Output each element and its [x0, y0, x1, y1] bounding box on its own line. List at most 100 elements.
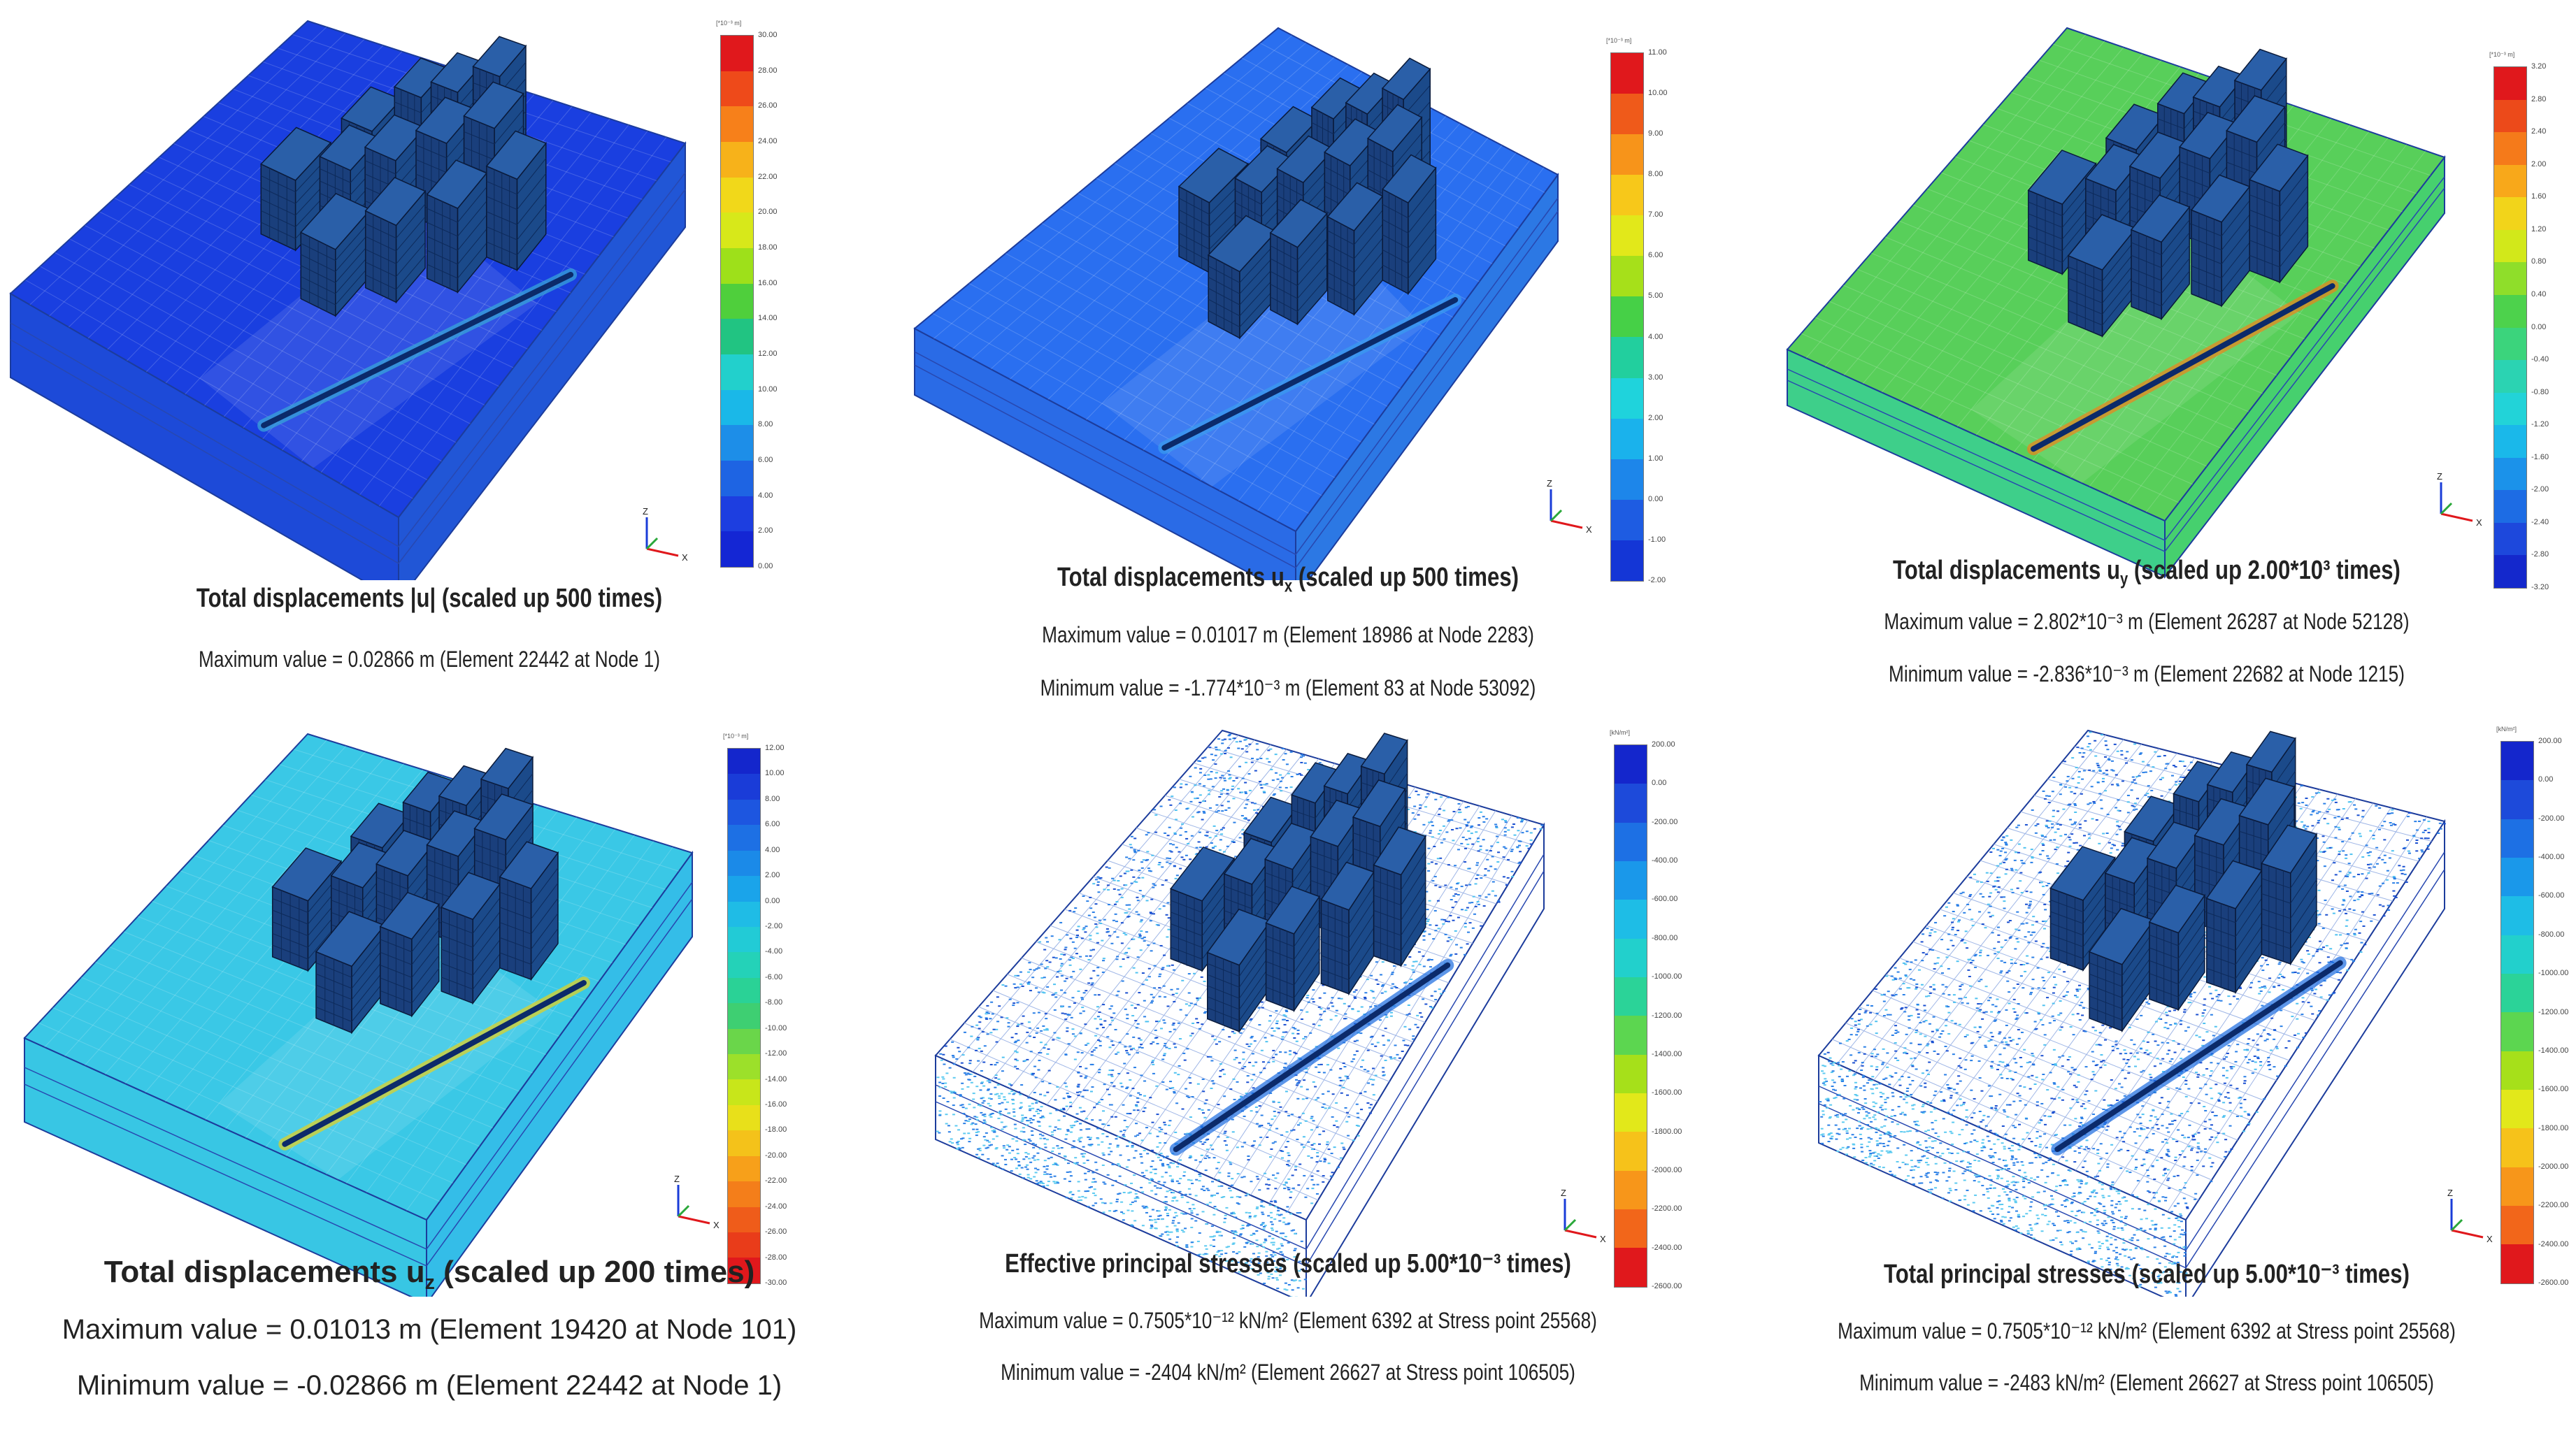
legend-tick-label: -8.00 — [765, 998, 783, 1007]
legend-tick-label: 4.00 — [758, 491, 773, 500]
legend-swatch — [1611, 53, 1643, 94]
legend-swatch — [1611, 337, 1643, 378]
legend-tick-label: -10.00 — [765, 1023, 787, 1032]
legend-tick-label: -0.40 — [2531, 355, 2549, 364]
legend-swatch — [721, 36, 753, 71]
title-text: Total displacements u — [103, 1255, 425, 1289]
axis-z-label: Z — [2437, 471, 2442, 482]
legend-swatch — [2494, 327, 2526, 361]
legend-swatch — [2501, 1128, 2533, 1167]
legend-tick-label: 30.00 — [758, 31, 778, 39]
legend-swatch — [721, 141, 753, 178]
legend-tick-label: -200.00 — [1652, 817, 1678, 826]
max-value-text: Maximum value = 0.02866 m (Element 22442… — [199, 647, 660, 672]
legend-swatch — [1615, 977, 1647, 1016]
legend-tick-label: -2400.00 — [2538, 1239, 2569, 1248]
legend-swatch — [1615, 1054, 1647, 1094]
legend-swatch — [721, 425, 753, 461]
legend-tick-label: -600.00 — [1652, 895, 1678, 904]
building-block-12 — [499, 841, 559, 981]
panel-total-displacements-uz: [*10⁻³ m] 12.00 10.00 8.00 6.00 4.00 2.00 0.00 -… — [0, 716, 859, 1433]
legend-swatch — [2494, 67, 2526, 100]
legend-swatch — [728, 952, 760, 978]
panel-title: Total displacements uy (scaled up 2.00*1… — [1795, 556, 2499, 590]
legend-tick-label: 22.00 — [758, 172, 778, 181]
legend-unit: [*10⁻³ m] — [2489, 51, 2515, 58]
legend-color-bar — [1610, 52, 1644, 582]
title-text: Total displacements u — [1893, 556, 2120, 585]
building-block-11 — [2205, 860, 2263, 995]
legend-tick-label: -2.00 — [1648, 576, 1666, 584]
building-block-10 — [2148, 884, 2206, 1011]
legend-tick-label: 10.00 — [765, 769, 785, 778]
legend-tick-label: 2.00 — [2531, 159, 2547, 168]
legend-swatch — [721, 71, 753, 107]
legend-swatch — [2501, 1206, 2533, 1245]
axis-triad-icon: ZX — [674, 1174, 720, 1230]
tunnel — [282, 980, 587, 1147]
legend-tick-label: -2600.00 — [2538, 1279, 2569, 1287]
legend-swatch — [2494, 294, 2526, 328]
legend-tick-label: 0.00 — [765, 896, 780, 905]
legend-swatch — [1611, 134, 1643, 175]
legend-swatch — [728, 850, 760, 877]
legend-unit: [*10⁻³ m] — [716, 20, 742, 27]
legend-swatch — [2494, 197, 2526, 230]
legend-swatch — [728, 1155, 760, 1182]
legend-tick-label: -0.80 — [2531, 387, 2549, 396]
axis-triad-icon: ZX — [2437, 471, 2482, 528]
legend-tick-label: -4.00 — [765, 947, 783, 956]
panel-total-displacements-uy: [*10⁻³ m] 3.20 2.80 2.40 2.00 1.60 1.20 0.80 0.4… — [1717, 0, 2576, 716]
legend-swatch — [1615, 1132, 1647, 1171]
legend-tick-label: -2400.00 — [1652, 1243, 1682, 1252]
legend-tick-label: 10.00 — [1648, 89, 1668, 98]
legend-tick-label: 6.00 — [1648, 251, 1663, 260]
legend-swatch — [2494, 360, 2526, 393]
legend-tick-label: -400.00 — [1652, 856, 1678, 865]
legend-tick-label: 5.00 — [1648, 291, 1663, 301]
legend-swatch — [1611, 94, 1643, 135]
legend-unit: [kN/m²] — [1610, 729, 1630, 736]
legend-swatch — [1615, 938, 1647, 978]
legend-swatch — [1611, 459, 1643, 500]
legend-swatch — [728, 1079, 760, 1105]
building-block-10 — [1265, 886, 1321, 1013]
axis-triad-icon: ZX — [1561, 1188, 1606, 1244]
model-viewport — [1717, 0, 2576, 580]
legend-color-bar — [727, 748, 761, 1284]
legend-swatch — [1611, 215, 1643, 257]
legend-tick-label: 1.20 — [2531, 224, 2547, 233]
legend-swatch — [728, 1054, 760, 1080]
legend-swatch — [728, 774, 760, 800]
min-value-text: Minimum value = -1.774*10⁻³ m (Element 8… — [1040, 675, 1536, 700]
max-value-text: Maximum value = 0.01013 m (Element 19420… — [62, 1314, 797, 1345]
legend-tick-label: 0.80 — [2531, 257, 2547, 266]
legend-tick-label: -12.00 — [765, 1049, 787, 1058]
min-value-text: Minimum value = -2.836*10⁻³ m (Element 2… — [1888, 661, 2405, 686]
legend-tick-label: 7.00 — [1648, 210, 1663, 219]
legend-swatch — [2494, 392, 2526, 426]
model-viewport — [859, 0, 1717, 580]
building-block-12 — [1382, 154, 1437, 296]
title-subscript: z — [424, 1271, 435, 1294]
legend-tick-label: -2600.00 — [1652, 1282, 1682, 1290]
legend-swatch — [1611, 256, 1643, 297]
legend-tick-label: 12.00 — [765, 744, 785, 752]
axis-z-label: Z — [1547, 478, 1552, 489]
legend-swatch — [728, 825, 760, 851]
legend-tick-label: 26.00 — [758, 101, 778, 110]
legend-color-bar — [1614, 744, 1647, 1288]
building-block-12 — [1373, 826, 1426, 968]
legend-tick-label: -2.00 — [765, 922, 783, 930]
legend-tick-label: 1.60 — [2531, 192, 2547, 201]
legend-tick-label: -28.00 — [765, 1253, 787, 1262]
legend-tick-label: -22.00 — [765, 1176, 787, 1186]
legend-tick-label: 200.00 — [1652, 740, 1675, 749]
legend-tick-label: 14.00 — [758, 314, 778, 323]
panel-total-displacements-u: [*10⁻³ m] 30.00 28.00 26.00 24.00 22.00 20.00 1… — [0, 0, 859, 716]
legend-tick-label: -1600.00 — [2538, 1085, 2569, 1094]
legend-tick-label: -6.00 — [765, 972, 783, 981]
legend-tick-label: -1200.00 — [1652, 1011, 1682, 1020]
legend-tick-label: 2.00 — [1648, 413, 1663, 422]
legend-swatch — [721, 354, 753, 390]
